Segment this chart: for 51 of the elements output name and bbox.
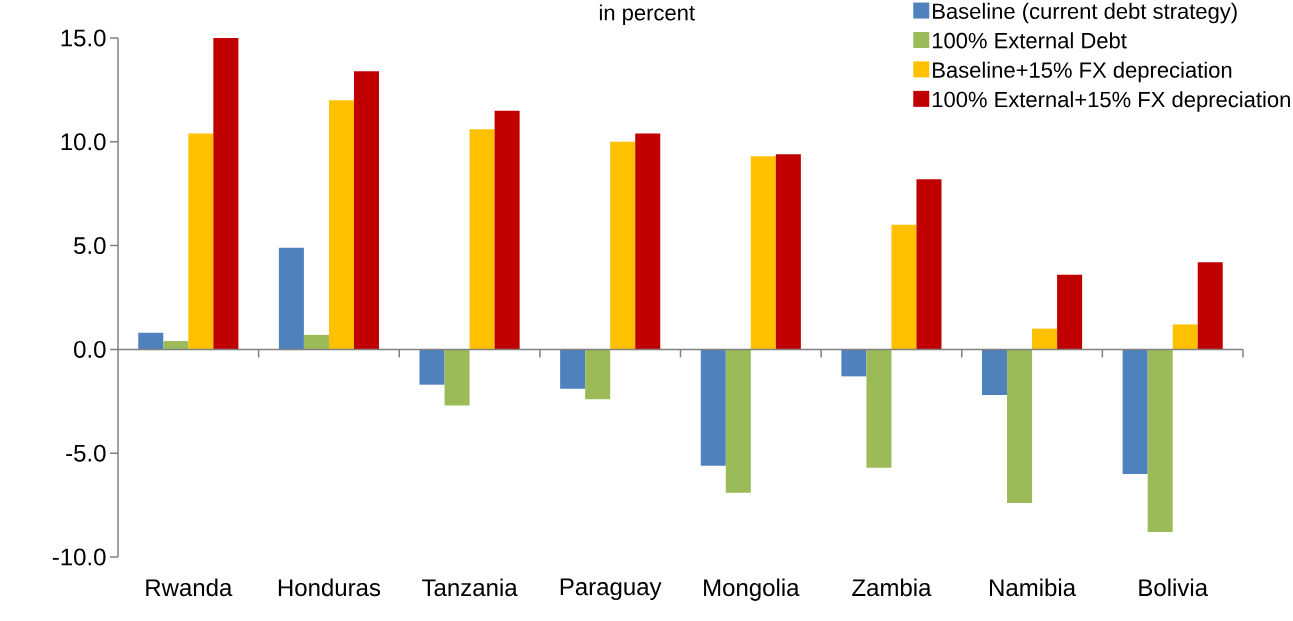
bar [1057,274,1083,350]
bar [1147,349,1173,533]
bar [1197,262,1223,350]
bar [138,332,164,350]
bar [494,110,520,350]
y-tick-label: -5.0 [66,444,106,462]
y-tick-label: 0.0 [74,340,106,358]
y-tick-label: 15.0 [61,29,106,47]
bar [841,349,867,377]
bar [213,38,239,350]
y-tick-label: 10.0 [61,133,106,151]
legend-label: 100% External Debt [932,32,1127,49]
y-tick-label: -10.0 [52,548,106,566]
bar [1122,349,1148,474]
bar [278,247,304,350]
bar [866,349,892,468]
bar [419,349,445,385]
bar [560,349,586,389]
x-tick-label: Namibia [990,578,1077,597]
bar [982,349,1008,396]
legend-label: Baseline (current debt strategy) [933,2,1237,24]
x-tick-label: Bolivia [1139,578,1209,597]
bar [750,156,776,350]
legend-label: Baseline+15% FX depreciation [933,61,1232,83]
bar [1032,328,1058,350]
bar [163,341,189,350]
bar [188,133,214,350]
x-tick-label: Zambia [852,578,932,597]
bar [891,224,917,350]
bar [775,154,801,350]
chart-title: in percent [599,4,695,25]
bar [303,334,329,350]
bar [610,141,636,350]
bar [585,349,611,400]
x-tick-label: Mongolia [704,578,800,601]
y-tick-label: 5.0 [74,237,106,255]
x-tick-label: Tanzania [422,578,518,597]
bar [469,129,495,350]
bar [1007,349,1033,504]
bar [328,100,354,350]
bar [444,349,470,406]
bar [700,349,726,466]
bar [725,349,751,493]
bar [916,179,942,350]
bar [353,71,380,350]
x-tick-label: Rwanda [146,578,233,597]
legend-label: 100% External+15% FX depreciation [932,91,1290,112]
x-tick-label: Honduras [278,578,381,597]
bar [1172,324,1198,350]
x-tick-label: Paraguay [560,578,662,601]
bar [635,133,661,350]
